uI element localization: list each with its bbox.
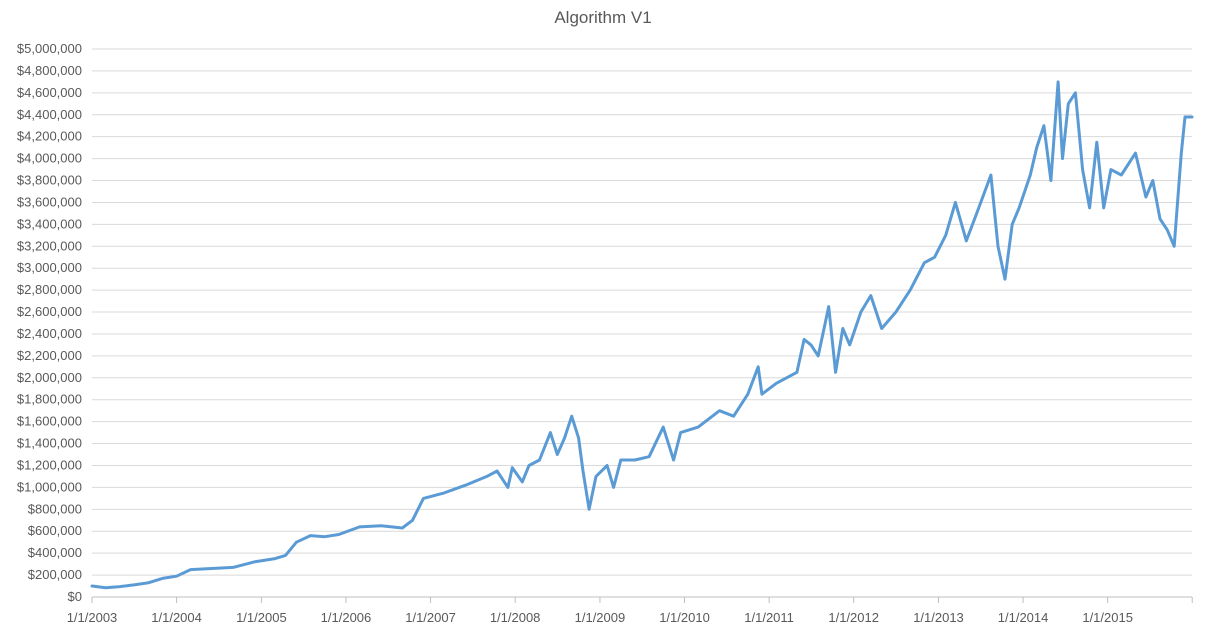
x-tick-label: 1/1/2009 <box>575 610 626 625</box>
y-tick-label: $4,000,000 <box>17 151 82 166</box>
y-tick-label: $2,000,000 <box>17 370 82 385</box>
x-tick-label: 1/1/2011 <box>744 610 794 625</box>
y-tick-label: $2,600,000 <box>17 304 82 319</box>
x-tick-label: 1/1/2010 <box>659 610 710 625</box>
y-tick-label: $600,000 <box>28 523 82 538</box>
x-tick-label: 1/1/2008 <box>490 610 541 625</box>
y-tick-label: $800,000 <box>28 501 82 516</box>
y-tick-label: $1,000,000 <box>17 479 82 494</box>
y-tick-label: $3,000,000 <box>17 260 82 275</box>
y-tick-label: $2,400,000 <box>17 326 82 341</box>
x-tick-label: 1/1/2007 <box>405 610 456 625</box>
x-tick-label: 1/1/2013 <box>913 610 964 625</box>
y-tick-label: $2,200,000 <box>17 348 82 363</box>
chart-title: Algorithm V1 <box>554 8 652 27</box>
y-tick-label: $3,800,000 <box>17 173 82 188</box>
y-tick-label: $4,600,000 <box>17 85 82 100</box>
y-tick-label: $1,800,000 <box>17 392 82 407</box>
y-tick-label: $4,800,000 <box>17 63 82 78</box>
x-tick-label: 1/1/2003 <box>67 610 118 625</box>
y-tick-label: $1,200,000 <box>17 457 82 472</box>
x-tick-label: 1/1/2006 <box>321 610 372 625</box>
x-tick-label: 1/1/2015 <box>1082 610 1133 625</box>
x-tick-label: 1/1/2014 <box>998 610 1049 625</box>
x-tick-label: 1/1/2005 <box>236 610 287 625</box>
y-tick-label: $3,400,000 <box>17 216 82 231</box>
y-tick-label: $1,600,000 <box>17 414 82 429</box>
y-tick-label: $2,800,000 <box>17 282 82 297</box>
y-tick-label: $0 <box>68 589 82 604</box>
y-tick-label: $3,200,000 <box>17 238 82 253</box>
series-line <box>90 80 1194 590</box>
y-tick-label: $400,000 <box>28 545 82 560</box>
x-tick-label: 1/1/2012 <box>828 610 879 625</box>
y-tick-label: $5,000,000 <box>17 41 82 56</box>
y-tick-label: $4,400,000 <box>17 107 82 122</box>
x-tick-label: 1/1/2004 <box>151 610 202 625</box>
y-tick-label: $200,000 <box>28 567 82 582</box>
y-tick-label: $1,400,000 <box>17 436 82 451</box>
y-tick-label: $4,200,000 <box>17 129 82 144</box>
y-tick-label: $3,600,000 <box>17 194 82 209</box>
